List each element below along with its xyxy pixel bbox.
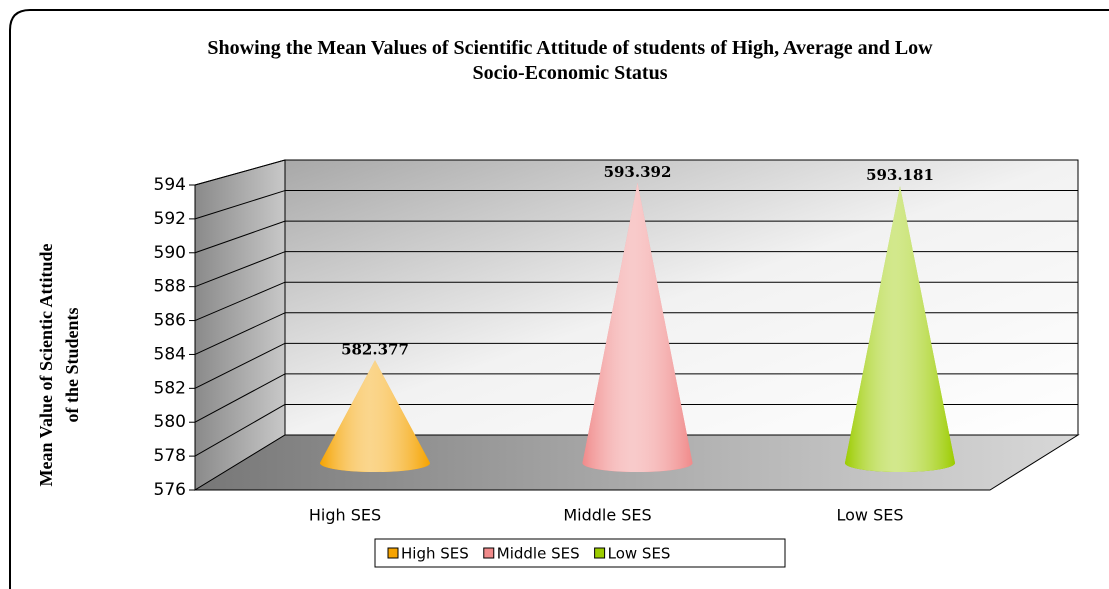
cone-highlight — [845, 186, 955, 472]
value-label: 593.392 — [604, 163, 672, 181]
grid-line — [194, 190, 286, 220]
cone-highlight — [320, 360, 430, 472]
legend-box — [374, 538, 786, 568]
cone-highlight — [582, 182, 693, 473]
y-tick-label: 588 — [154, 277, 186, 297]
legend-label: Middle SES — [497, 545, 580, 563]
grid-line — [194, 281, 286, 322]
legend-swatch — [594, 547, 606, 559]
y-tick-label: 578 — [154, 446, 186, 466]
legend-label: High SES — [401, 545, 469, 563]
y-tick-label: 580 — [154, 412, 186, 432]
legend-swatch — [483, 547, 495, 559]
x-tick-label: High SES — [309, 506, 381, 525]
y-tick-label: 584 — [154, 344, 186, 364]
y-tick-label: 594 — [154, 175, 186, 195]
chart-border — [9, 9, 1109, 589]
grid-line — [194, 220, 286, 254]
grid-line — [194, 159, 286, 186]
x-tick-label: Low SES — [836, 506, 903, 525]
grid-line — [194, 373, 286, 423]
grid-line — [194, 312, 286, 355]
y-axis-label: Mean Value of Scientic Attitude — [36, 243, 56, 486]
grid-line — [194, 251, 286, 288]
legend-swatch — [387, 547, 399, 559]
y-axis-label: of the Students — [62, 307, 82, 422]
value-label: 593.181 — [866, 166, 934, 184]
side-wall — [194, 159, 286, 491]
value-label: 582.377 — [341, 340, 409, 358]
y-tick-label: 592 — [154, 209, 186, 229]
y-tick-label: 582 — [154, 378, 186, 398]
back-wall — [284, 159, 1079, 436]
y-tick-label: 590 — [154, 243, 186, 263]
x-tick-label: Middle SES — [563, 506, 651, 525]
y-tick-label: 586 — [154, 311, 186, 331]
chart-title: Showing the Mean Values of Scientific At… — [207, 37, 933, 84]
y-tick-label: 576 — [154, 480, 186, 500]
grid-line — [194, 342, 286, 389]
legend-label: Low SES — [608, 545, 671, 563]
grid-line — [194, 404, 286, 457]
